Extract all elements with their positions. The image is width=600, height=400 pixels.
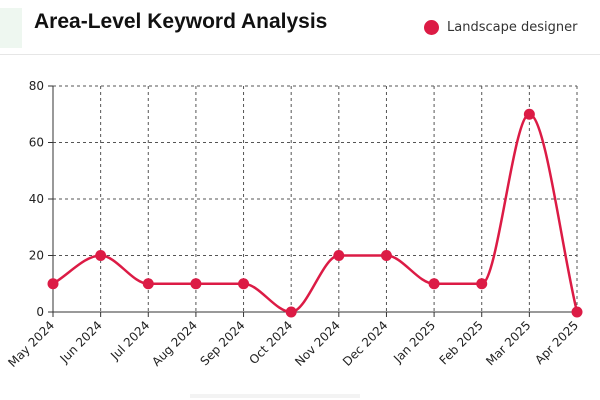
x-tick-label: Sep 2024 bbox=[197, 318, 247, 368]
y-tick-label: 80 bbox=[29, 79, 44, 93]
header-divider bbox=[0, 54, 600, 55]
bottom-scroll-strip bbox=[190, 394, 360, 398]
x-tick-label: Nov 2024 bbox=[292, 318, 343, 369]
legend[interactable]: Landscape designer bbox=[424, 20, 577, 35]
data-point bbox=[47, 278, 59, 290]
data-point bbox=[285, 306, 297, 318]
x-tick-label: Aug 2024 bbox=[149, 318, 200, 369]
data-point bbox=[380, 250, 392, 261]
x-tick-label: Jun 2024 bbox=[57, 318, 105, 366]
data-point bbox=[428, 278, 440, 290]
x-tick-label: Oct 2024 bbox=[246, 318, 295, 367]
data-point bbox=[142, 278, 154, 290]
series-line bbox=[52, 112, 579, 314]
chart-title: Area-Level Keyword Analysis bbox=[34, 10, 328, 33]
x-tick-label: Mar 2025 bbox=[483, 318, 533, 368]
legend-marker-icon bbox=[424, 20, 439, 35]
data-point bbox=[571, 306, 583, 318]
x-tick-label: Feb 2025 bbox=[437, 318, 486, 367]
data-point bbox=[190, 278, 202, 290]
data-point bbox=[238, 278, 250, 290]
data-point bbox=[95, 250, 107, 261]
data-point bbox=[523, 108, 535, 120]
legend-label: Landscape designer bbox=[447, 20, 578, 35]
data-point bbox=[476, 278, 488, 290]
y-tick-label: 20 bbox=[29, 249, 44, 263]
y-tick-label: 60 bbox=[29, 136, 44, 150]
x-tick-label: Jan 2025 bbox=[390, 318, 438, 366]
x-tick-label: Jul 2024 bbox=[107, 318, 152, 363]
x-tick-label: Apr 2025 bbox=[532, 318, 581, 367]
y-tick-label: 0 bbox=[36, 305, 44, 319]
y-tick-label: 40 bbox=[29, 192, 44, 206]
corner-logo-mark bbox=[0, 8, 22, 48]
x-tick-label: May 2024 bbox=[5, 318, 57, 370]
data-point bbox=[333, 250, 345, 261]
x-tick-label: Dec 2024 bbox=[340, 318, 391, 369]
